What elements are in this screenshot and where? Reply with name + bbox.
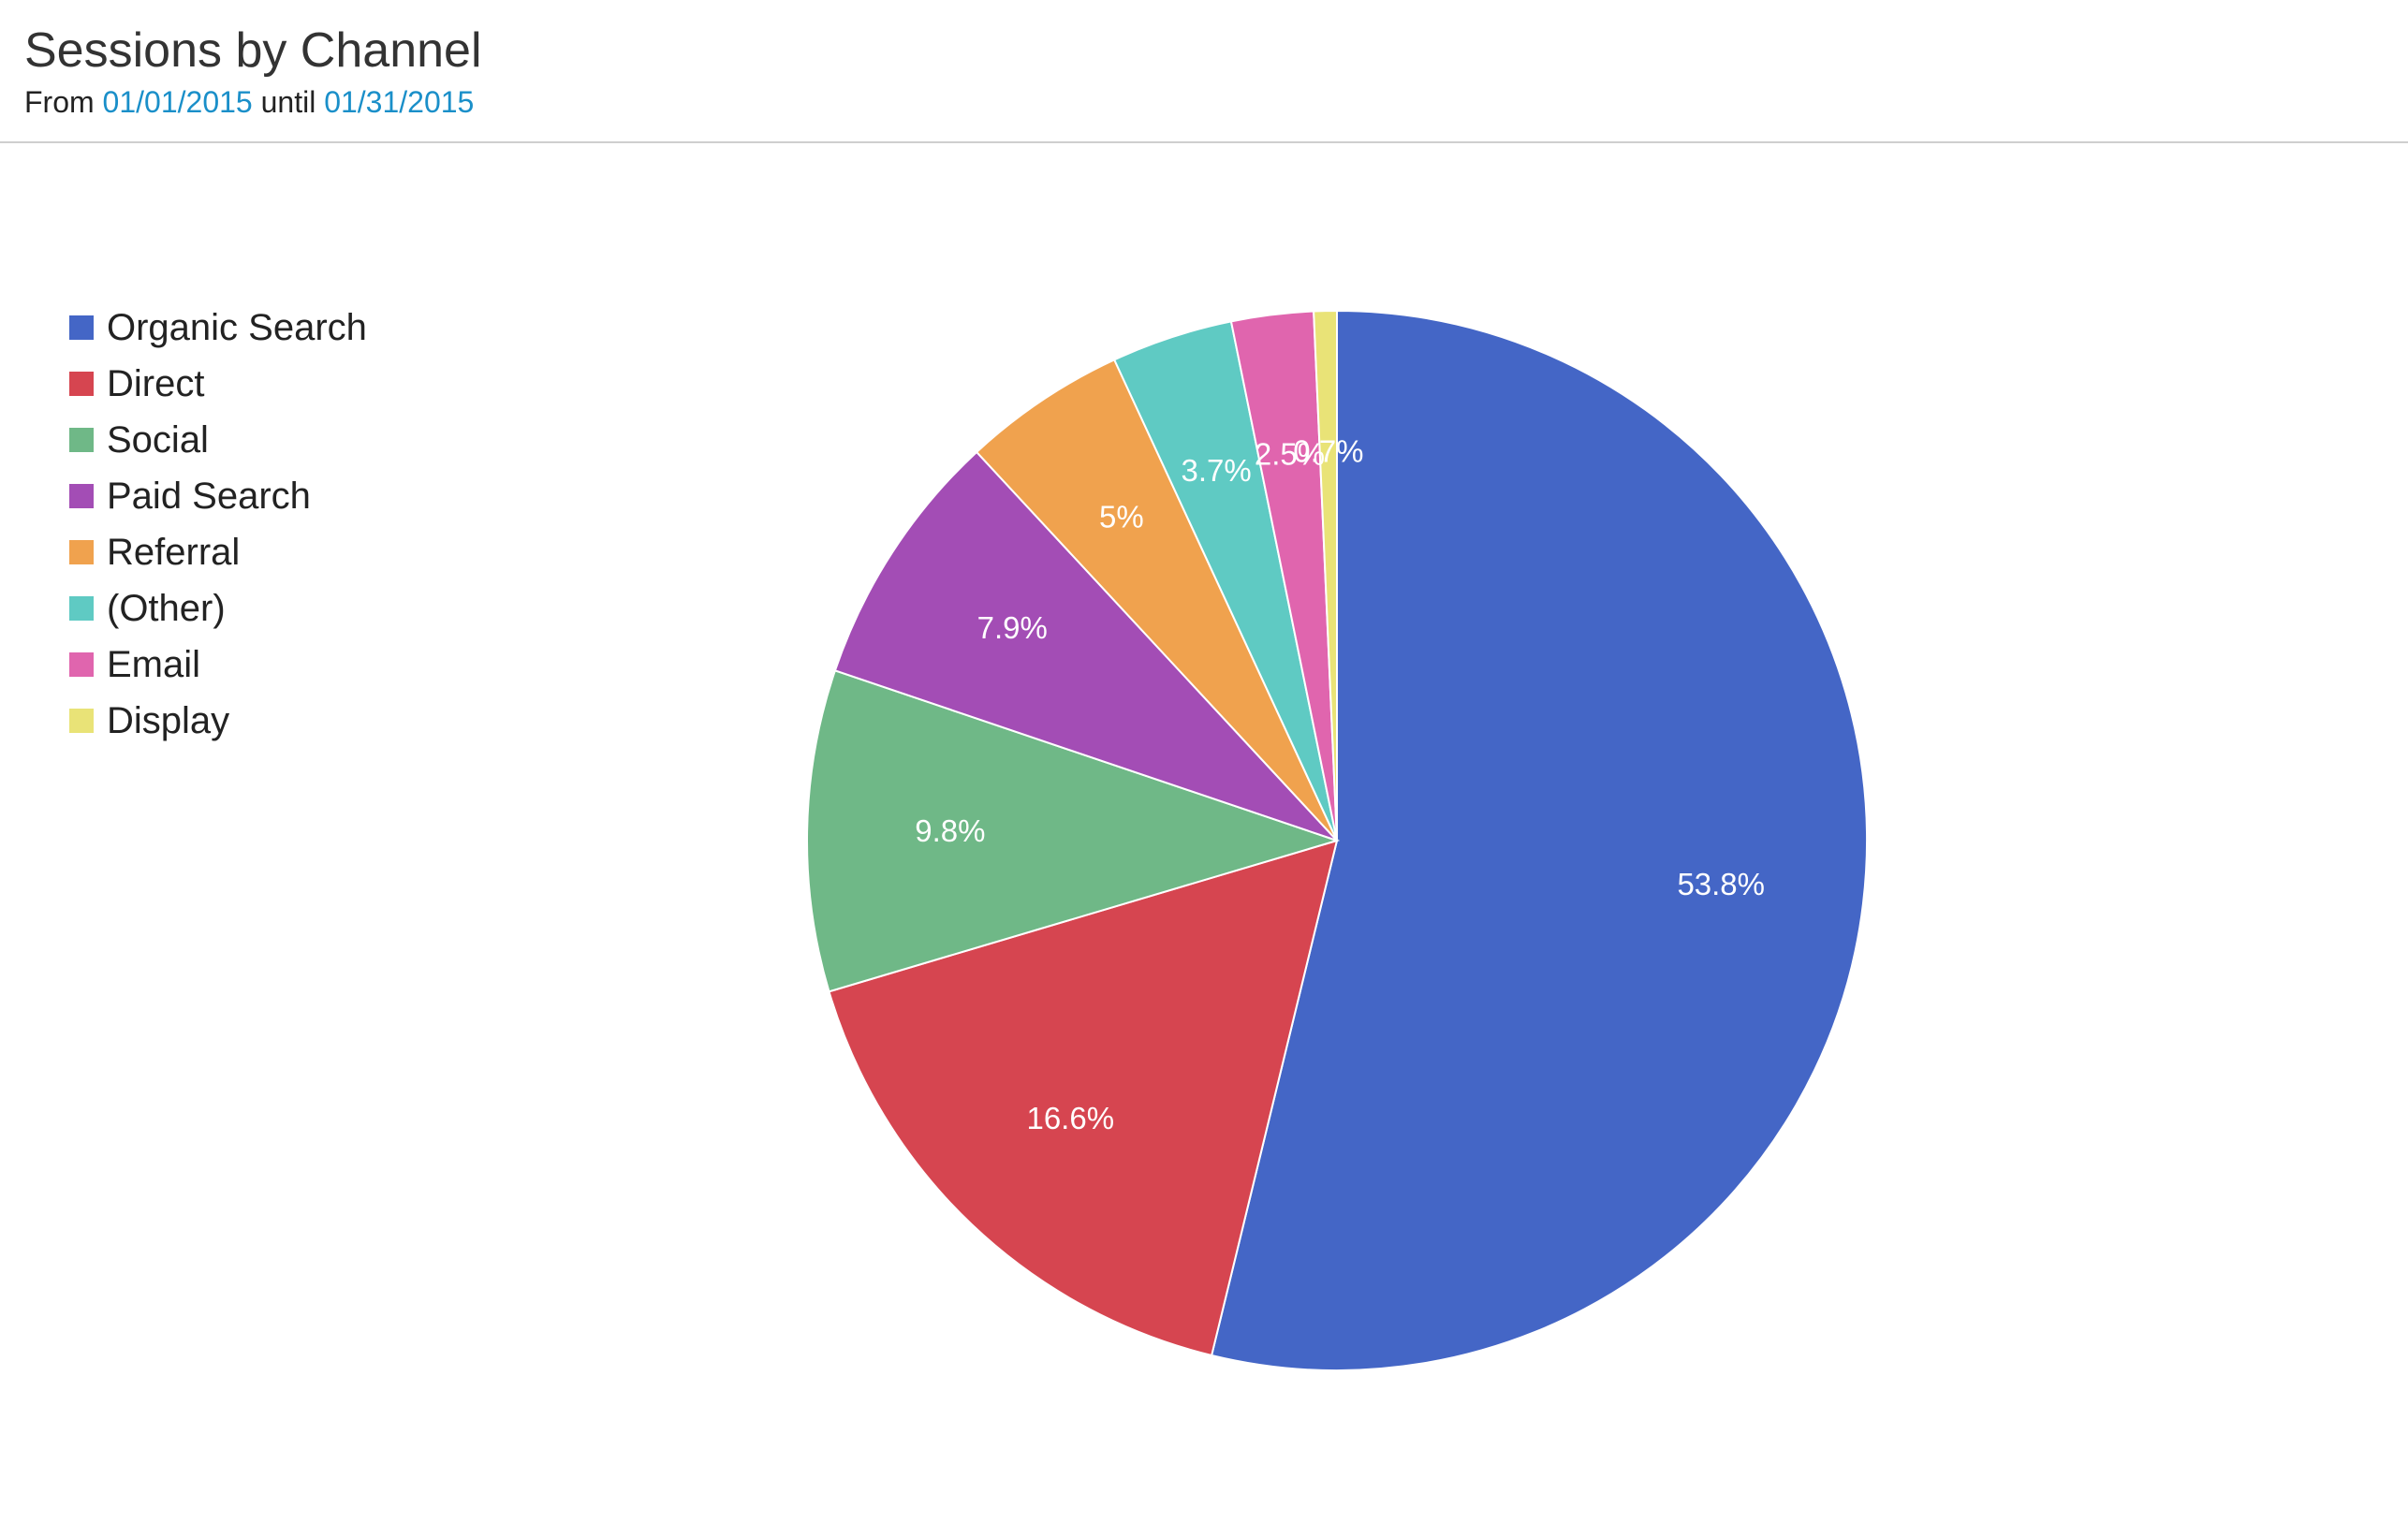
data-label-social: 9.8% (915, 813, 985, 848)
legend-label: (Other) (107, 587, 226, 629)
data-label-direct: 16.6% (1026, 1101, 1114, 1135)
chart-legend: Organic Search Direct Social Paid Search Ref… (69, 300, 367, 749)
data-label-organic-search: 53.8% (1677, 867, 1765, 901)
legend-item-organic-search[interactable]: Organic Search (69, 300, 367, 356)
legend-swatch (69, 540, 94, 564)
pie-slice-paid-search[interactable] (833, 450, 1338, 842)
legend-swatch (69, 596, 94, 621)
legend-swatch (69, 315, 94, 340)
pie-slice-direct[interactable] (828, 839, 1339, 1357)
data-label-paid-search: 7.9% (977, 610, 1048, 645)
date-range: From 01/01/2015 until 01/31/2015 (24, 84, 474, 120)
legend-item-display[interactable]: Display (69, 693, 367, 749)
start-date-link[interactable]: 01/01/2015 (102, 85, 253, 119)
legend-item-social[interactable]: Social (69, 412, 367, 468)
legend-item-referral[interactable]: Referral (69, 524, 367, 580)
legend-item-other[interactable]: (Other) (69, 580, 367, 637)
legend-swatch (69, 372, 94, 396)
data-label-display: 0.7% (1293, 434, 1363, 469)
legend-label: Display (107, 699, 230, 741)
legend-label: Email (107, 643, 201, 685)
legend-label: Direct (107, 362, 205, 404)
legend-swatch (69, 428, 94, 452)
legend-swatch (69, 652, 94, 677)
pie-slice-organic-search[interactable] (1210, 309, 1869, 1371)
pie-slice-social[interactable] (806, 669, 1341, 993)
pie-slice-referral[interactable] (975, 359, 1338, 842)
pie-slice-display[interactable] (1313, 309, 1338, 842)
legend-swatch (69, 709, 94, 733)
legend-label: Referral (107, 531, 241, 573)
legend-item-direct[interactable]: Direct (69, 356, 367, 412)
data-label-referral: 5% (1099, 500, 1144, 534)
legend-label: Organic Search (107, 306, 367, 348)
legend-item-paid-search[interactable]: Paid Search (69, 468, 367, 524)
data-label-email: 2.5% (1255, 437, 1325, 472)
from-label: From (24, 85, 95, 119)
legend-label: Social (107, 418, 209, 461)
chart-header: Sessions by Channel From 01/01/2015 unti… (0, 0, 2408, 143)
legend-item-email[interactable]: Email (69, 637, 367, 693)
legend-label: Paid Search (107, 475, 311, 517)
until-label: until (260, 85, 316, 119)
legend-swatch (69, 484, 94, 508)
end-date-link[interactable]: 01/31/2015 (324, 85, 475, 119)
data-label-other: 3.7% (1181, 453, 1251, 488)
chart-title: Sessions by Channel (24, 23, 482, 78)
